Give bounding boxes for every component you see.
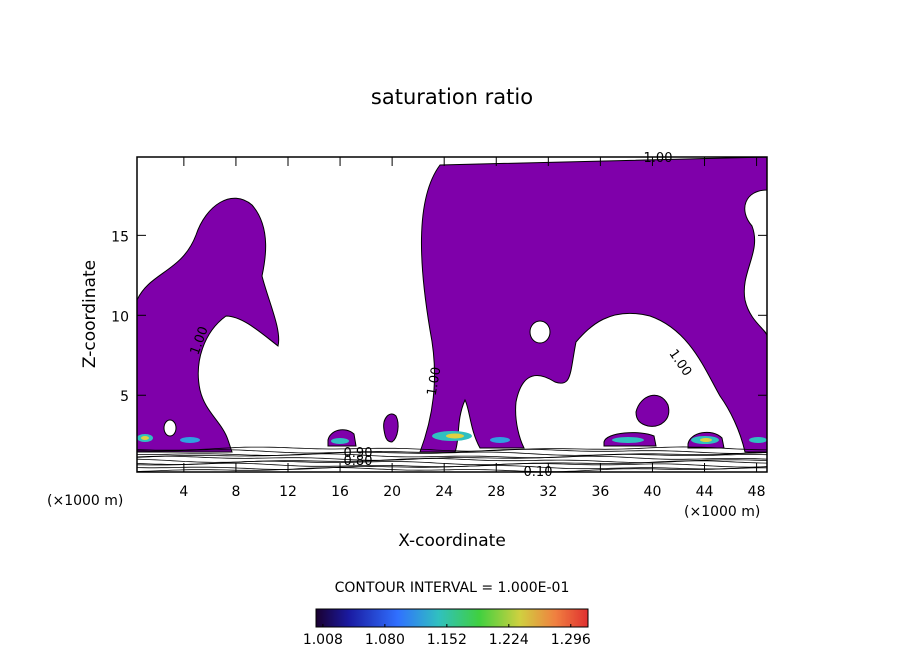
spot: [141, 436, 149, 440]
x-unit-label: (×1000 m): [47, 493, 123, 509]
x-tick-label: 40: [644, 484, 662, 500]
colorbar-tick-label: 1.080: [365, 632, 405, 648]
contour-line: [137, 467, 767, 472]
chart-title: saturation ratio: [371, 85, 533, 109]
x-tick-label: 8: [231, 484, 240, 500]
contour-line: [137, 446, 767, 452]
x-tick-label: 32: [539, 484, 557, 500]
contour-label: 0.90: [344, 446, 373, 461]
contour-line: [137, 460, 767, 466]
contour-label: 0.80: [344, 454, 373, 469]
contour-line: [137, 455, 767, 461]
spot: [446, 433, 464, 439]
y-tick-label: 15: [111, 229, 129, 245]
x-tick-label: 24: [435, 484, 453, 500]
x-tick-label: 4: [179, 484, 188, 500]
contour-label: 1.00: [425, 366, 445, 397]
y-tick-label: 10: [111, 309, 129, 325]
colorbar-tick-label: 1.224: [489, 632, 529, 648]
y-tick-label: 5: [120, 389, 129, 405]
x-axis-label: X-coordinate: [398, 531, 506, 551]
spot: [331, 438, 349, 444]
colorbar-tick-label: 1.152: [427, 632, 467, 648]
x-tick-label: 16: [331, 484, 349, 500]
saturated-region: [383, 413, 399, 443]
spot: [612, 437, 644, 443]
unsaturated-hole: [163, 419, 177, 437]
spot: [749, 437, 767, 443]
saturated-region: [137, 197, 280, 453]
colorbar: [315, 608, 589, 628]
saturated-regions: [137, 157, 767, 472]
high-value-spots: [137, 431, 767, 444]
contour-label: 1.00: [665, 347, 694, 379]
y-axis-label: Z-coordinate: [80, 260, 100, 368]
contour-interval: CONTOUR INTERVAL = 1.000E-01: [335, 580, 570, 596]
spot: [490, 437, 510, 443]
colorbar-tick-label: 1.296: [551, 632, 591, 648]
plot-frame: [136, 156, 768, 473]
saturated-region: [635, 394, 670, 427]
saturated-region: [419, 157, 767, 453]
x-tick-label: 44: [696, 484, 714, 500]
contour-line: [137, 453, 767, 459]
x-unit-label: (×1000 m): [684, 504, 760, 520]
contour-line: [137, 465, 767, 470]
unsaturated-hole: [529, 320, 551, 344]
x-tick-label: 20: [383, 484, 401, 500]
contour-line: [137, 448, 767, 454]
contour-lines: [137, 446, 767, 472]
x-tick-label: 12: [279, 484, 297, 500]
x-tick-label: 48: [748, 484, 766, 500]
contour-label: 0.10: [524, 465, 553, 480]
colorbar-tick-label: 1.008: [303, 632, 343, 648]
spot: [180, 437, 200, 443]
contour-label: 1.00: [644, 151, 673, 166]
x-tick-label: 36: [591, 484, 609, 500]
x-tick-label: 28: [487, 484, 505, 500]
spot: [700, 438, 712, 442]
contour-line: [137, 451, 767, 456]
